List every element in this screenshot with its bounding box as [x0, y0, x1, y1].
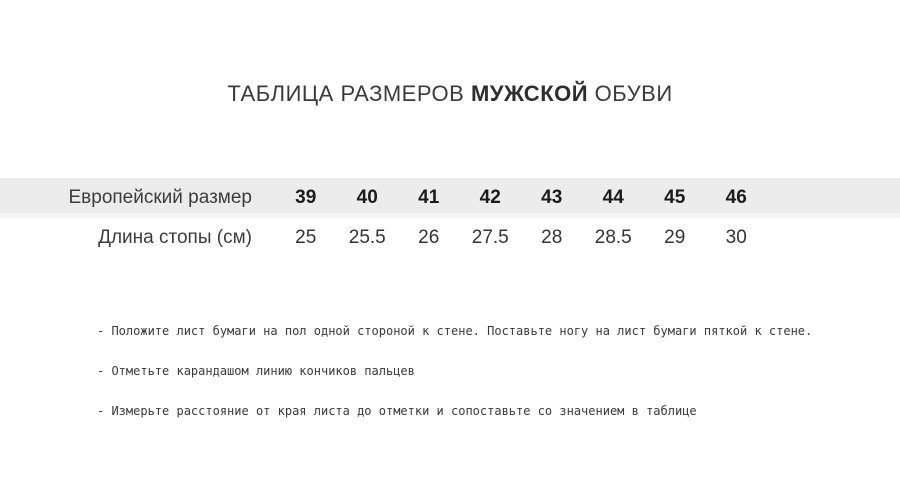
- table-row-foot-length: Длина стопы (см) 25 25.5 26 27.5 28 28.5…: [0, 218, 900, 258]
- foot-length-cell: 26: [418, 227, 440, 248]
- foot-length-cell: 25: [295, 227, 317, 248]
- eu-size-cell: 40: [356, 187, 378, 208]
- eu-size-cell: 41: [418, 187, 440, 208]
- measurement-instructions: - Положите лист бумаги на пол одной стор…: [97, 311, 812, 431]
- page-title-highlight: МУЖСКОЙ: [470, 81, 589, 106]
- size-table: Европейский размер 39 40 41 42 43 44 45 …: [0, 178, 900, 258]
- eu-size-cell: 43: [541, 187, 563, 208]
- eu-size-cell: 39: [295, 187, 317, 208]
- row-label-eu-size: Европейский размер: [68, 187, 252, 208]
- eu-size-cell: 45: [664, 187, 686, 208]
- foot-length-cell: 30: [725, 227, 747, 248]
- page-title-suffix: ОБУВИ: [588, 81, 673, 106]
- instruction-line: - Положите лист бумаги на пол одной стор…: [97, 324, 813, 338]
- eu-size-cell: 46: [725, 187, 747, 208]
- page-title: ТАБЛИЦА РАЗМЕРОВ МУЖСКОЙ ОБУВИ: [0, 80, 900, 108]
- foot-length-cell: 28: [541, 227, 563, 248]
- eu-size-cell: 42: [479, 187, 501, 208]
- foot-length-cell: 28.5: [594, 227, 632, 248]
- instruction-line: - Измерьте расстояние от края листа до о…: [97, 404, 697, 418]
- foot-length-cell: 25.5: [348, 227, 386, 248]
- foot-length-cell: 27.5: [471, 227, 509, 248]
- instruction-line: - Отметьте карандашом линию кончиков пал…: [97, 364, 415, 378]
- page-title-prefix: ТАБЛИЦА РАЗМЕРОВ: [227, 81, 471, 106]
- foot-length-cell: 29: [664, 227, 686, 248]
- table-row-eu-size: Европейский размер 39 40 41 42 43 44 45 …: [0, 178, 900, 218]
- row-label-foot-length: Длина стопы (см): [98, 227, 252, 248]
- eu-size-cell: 44: [602, 187, 624, 208]
